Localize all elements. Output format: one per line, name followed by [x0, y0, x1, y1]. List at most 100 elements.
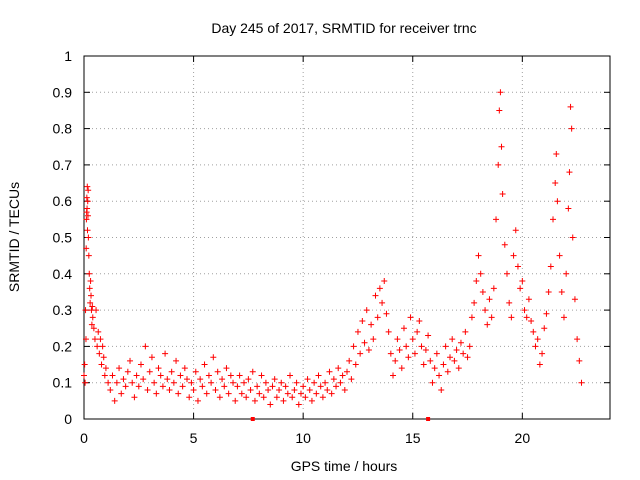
- data-point: [151, 379, 158, 386]
- data-point: [97, 336, 104, 343]
- data-point: [254, 383, 261, 390]
- data-point: [475, 252, 482, 259]
- data-point: [498, 143, 505, 150]
- data-point: [317, 383, 324, 390]
- data-point: [451, 357, 458, 364]
- data-point: [179, 383, 186, 390]
- data-point: [405, 354, 412, 361]
- data-point: [304, 376, 311, 383]
- data-point: [236, 372, 243, 379]
- data-point: [512, 227, 519, 234]
- data-point: [249, 368, 256, 375]
- data-point: [135, 383, 142, 390]
- data-point: [129, 379, 136, 386]
- data-point: [199, 383, 206, 390]
- data-point: [394, 336, 401, 343]
- data-point: [192, 368, 199, 375]
- data-point: [383, 310, 390, 317]
- data-point: [523, 314, 530, 321]
- data-point: [315, 372, 322, 379]
- data-point: [181, 365, 188, 372]
- data-point: [357, 350, 364, 357]
- data-point: [159, 383, 166, 390]
- data-point: [94, 343, 101, 350]
- data-point: [120, 376, 127, 383]
- data-point: [571, 296, 578, 303]
- data-point: [302, 394, 309, 401]
- data-point: [447, 354, 454, 361]
- data-point: [227, 372, 234, 379]
- data-point: [569, 234, 576, 241]
- data-point: [282, 383, 289, 390]
- data-point: [495, 161, 502, 168]
- data-point: [168, 368, 175, 375]
- data-point: [146, 368, 153, 375]
- data-point: [560, 314, 567, 321]
- data-point: [431, 365, 438, 372]
- data-point: [84, 212, 91, 219]
- x-axis-label: GPS time / hours: [291, 458, 398, 474]
- data-point: [539, 350, 546, 357]
- data-point: [208, 379, 215, 386]
- data-point: [565, 205, 572, 212]
- data-point: [473, 278, 480, 285]
- data-point: [247, 386, 254, 393]
- data-point: [118, 390, 125, 397]
- data-point: [464, 354, 471, 361]
- data-point: [287, 372, 294, 379]
- data-point: [365, 347, 372, 354]
- data-point: [201, 361, 208, 368]
- data-point: [568, 125, 575, 132]
- data-point: [90, 325, 97, 332]
- data-point: [99, 343, 106, 350]
- data-point: [98, 361, 105, 368]
- data-point: [552, 180, 559, 187]
- data-point: [105, 379, 112, 386]
- grid-lines: [84, 56, 610, 419]
- data-point: [341, 386, 348, 393]
- y-tick-label: 0.6: [53, 193, 73, 209]
- data-point: [477, 270, 484, 277]
- data-point: [91, 336, 98, 343]
- data-point: [280, 397, 287, 404]
- data-point: [109, 372, 116, 379]
- data-point: [230, 379, 237, 386]
- data-point: [83, 216, 90, 223]
- data-point: [83, 245, 90, 252]
- data-point: [190, 386, 197, 393]
- data-point: [490, 285, 497, 292]
- data-point: [166, 386, 173, 393]
- data-point: [350, 343, 357, 350]
- y-tick-label: 1: [64, 48, 72, 64]
- data-point: [390, 372, 397, 379]
- data-point: [127, 357, 134, 364]
- data-point: [422, 347, 429, 354]
- data-point: [203, 390, 210, 397]
- data-point: [102, 365, 109, 372]
- data-point: [271, 376, 278, 383]
- data-point: [212, 386, 219, 393]
- x-tick-label: 5: [190, 430, 198, 446]
- x-tick-label: 20: [515, 430, 531, 446]
- data-point: [348, 376, 355, 383]
- data-point: [93, 307, 100, 314]
- data-point: [359, 317, 366, 324]
- data-point: [333, 383, 340, 390]
- data-point: [335, 365, 342, 372]
- data-point: [438, 386, 445, 393]
- data-point: [370, 336, 377, 343]
- data-point: [240, 379, 247, 386]
- y-tick-label: 0: [64, 411, 72, 427]
- data-point: [273, 394, 280, 401]
- data-point: [436, 372, 443, 379]
- data-point: [482, 307, 489, 314]
- data-point: [392, 357, 399, 364]
- data-point: [137, 361, 144, 368]
- data-point: [517, 285, 524, 292]
- data-point: [216, 394, 223, 401]
- data-point: [153, 390, 160, 397]
- data-point: [457, 339, 464, 346]
- data-point: [295, 401, 302, 408]
- data-point: [234, 383, 241, 390]
- data-point: [131, 394, 138, 401]
